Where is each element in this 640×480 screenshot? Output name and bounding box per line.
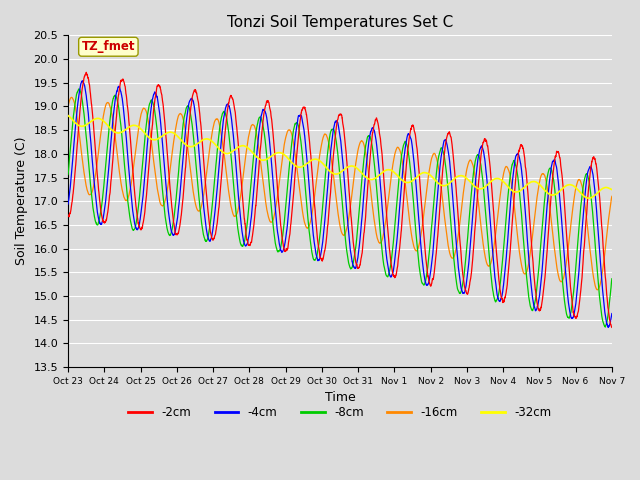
Legend: -2cm, -4cm, -8cm, -16cm, -32cm: -2cm, -4cm, -8cm, -16cm, -32cm <box>124 402 556 424</box>
Text: TZ_fmet: TZ_fmet <box>82 40 135 53</box>
Y-axis label: Soil Temperature (C): Soil Temperature (C) <box>15 137 28 265</box>
X-axis label: Time: Time <box>324 391 355 404</box>
Title: Tonzi Soil Temperatures Set C: Tonzi Soil Temperatures Set C <box>227 15 453 30</box>
